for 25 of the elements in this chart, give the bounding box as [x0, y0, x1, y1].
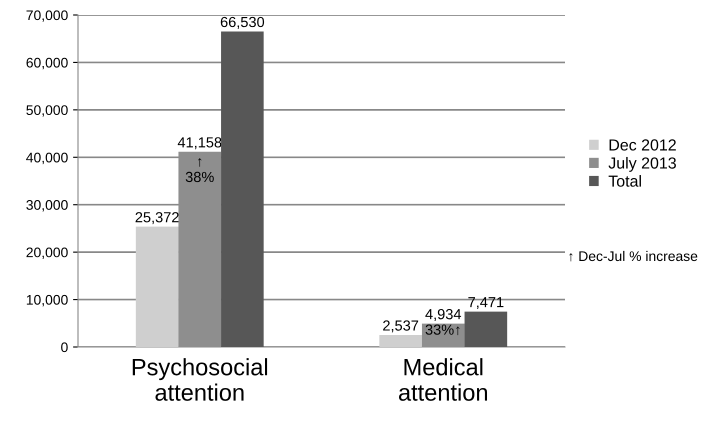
text: 25,372: [136, 212, 179, 224]
legend-label: Dec 2012: [610, 139, 676, 151]
y-tick-label: 20,000: [26, 247, 68, 259]
bar: [464, 312, 508, 347]
x-tick-label: Psychosocial attention: [132, 358, 268, 401]
text: 66,530: [220, 16, 264, 29]
annotation: 33%↑: [426, 324, 460, 336]
y-tick-label: 0: [61, 342, 68, 352]
bar: [379, 334, 422, 347]
y-tick-label: 50,000: [26, 105, 68, 117]
text: 7,471: [468, 297, 504, 310]
y-tick-label: 60,000: [26, 58, 68, 70]
y-tick-label: 30,000: [26, 200, 68, 212]
bar: [136, 226, 178, 347]
text: ↑ Dec-Jul % increase: [569, 250, 698, 262]
text: 2,537: [383, 320, 418, 332]
annotation: ↑ 38%: [186, 158, 214, 182]
y-tick-label: 10,000: [26, 294, 68, 306]
y-tick-label: 40,000: [26, 152, 68, 164]
legend-label: Total: [608, 175, 641, 187]
y-tick-label: 70,000: [26, 10, 68, 22]
text: 4,934: [425, 309, 462, 322]
legend-label: July 2013: [608, 156, 676, 172]
bar: [221, 31, 264, 347]
x-tick-label: Medical attention: [398, 358, 488, 401]
